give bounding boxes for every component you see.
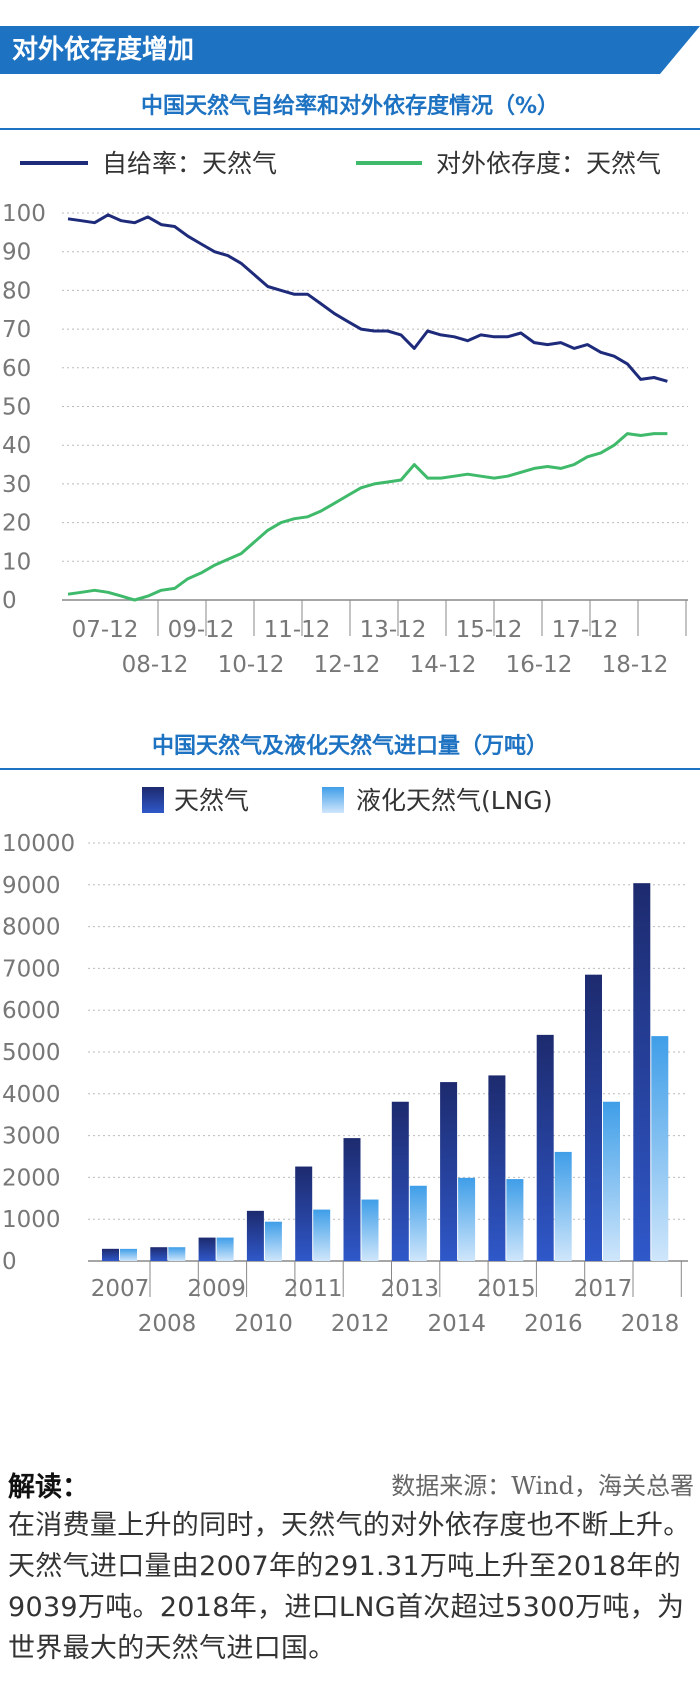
bar-gas xyxy=(488,1075,506,1261)
y-tick-label: 10 xyxy=(2,549,31,575)
x-tick-label: 16-12 xyxy=(506,652,573,678)
chart2-divider xyxy=(0,768,700,770)
x-tick-label: 14-12 xyxy=(410,652,477,678)
series-line-dependency xyxy=(67,432,668,602)
bar-lng xyxy=(120,1248,137,1261)
bar-gas xyxy=(198,1237,216,1261)
bar-gas xyxy=(536,1034,554,1261)
bar-lng xyxy=(651,1036,669,1261)
y-tick-label: 1000 xyxy=(2,1207,61,1233)
y-tick-label: 4000 xyxy=(2,1082,61,1108)
x-tick-label: 2009 xyxy=(187,1276,246,1302)
bar-lng xyxy=(264,1221,282,1261)
x-tick-label: 13-12 xyxy=(360,617,427,643)
analysis-heading: 解读： xyxy=(8,1472,89,1503)
x-tick-label: 2014 xyxy=(428,1311,487,1337)
x-tick-label: 2011 xyxy=(284,1276,343,1302)
y-tick-label: 3000 xyxy=(2,1124,61,1150)
bar-gas xyxy=(585,974,602,1261)
x-tick-label: 09-12 xyxy=(168,617,235,643)
x-tick-label: 2007 xyxy=(91,1276,150,1302)
x-tick-label: 2017 xyxy=(574,1276,633,1302)
y-tick-label: 100 xyxy=(2,201,46,227)
x-tick-label: 18-12 xyxy=(602,652,669,678)
x-tick-label: 15-12 xyxy=(456,617,523,643)
analysis-text: 在消费量上升的同时，天然气的对外依存度也不断上升。天然气进口量由2007年的29… xyxy=(8,1510,691,1664)
y-tick-label: 50 xyxy=(2,395,31,421)
bar-lng xyxy=(216,1237,234,1261)
x-tick-label: 2010 xyxy=(234,1311,293,1337)
y-tick-label: 5000 xyxy=(2,1040,61,1066)
y-tick-label: 30 xyxy=(2,472,31,498)
bar-gas xyxy=(343,1138,361,1261)
bar-gas xyxy=(246,1210,264,1261)
bar-lng xyxy=(313,1209,331,1261)
page-title: 对外依存度增加 xyxy=(12,35,195,65)
chart2-title: 中国天然气及液化天然气进口量（万吨） xyxy=(151,734,548,759)
bar-lng xyxy=(554,1151,572,1261)
bar-gas xyxy=(295,1166,313,1261)
chart1-line-chart: 自给率：天然气 对外依存度：天然气100908070605040302010007… xyxy=(2,149,688,678)
y-tick-label: 20 xyxy=(2,511,31,537)
y-tick-label: 70 xyxy=(2,317,31,343)
x-tick-label: 2012 xyxy=(331,1311,390,1337)
header-banner xyxy=(0,26,700,74)
legend-swatch-lng xyxy=(322,787,344,813)
y-tick-label: 6000 xyxy=(2,998,61,1024)
chart1-title: 中国天然气自给率和对外依存度情况（%） xyxy=(140,94,560,119)
y-tick-label: 0 xyxy=(2,1249,17,1275)
bar-gas xyxy=(440,1082,458,1261)
bar-gas xyxy=(633,883,651,1261)
legend-label-gas: 天然气 xyxy=(174,786,249,815)
x-tick-label: 07-12 xyxy=(72,617,139,643)
legend-swatch-gas xyxy=(142,787,164,813)
y-tick-label: 10000 xyxy=(2,831,75,857)
x-tick-label: 10-12 xyxy=(218,652,285,678)
y-tick-label: 2000 xyxy=(2,1165,61,1191)
legend-label-lng: 液化天然气(LNG) xyxy=(356,786,553,815)
series-line-self-sufficiency xyxy=(67,213,668,383)
y-tick-label: 8000 xyxy=(2,915,61,941)
chart2-bar-chart: 天然气 液化天然气(LNG)100009000800070006000500040… xyxy=(2,786,688,1337)
y-tick-label: 0 xyxy=(2,588,17,614)
y-tick-label: 60 xyxy=(2,356,31,382)
y-tick-label: 40 xyxy=(2,433,31,459)
y-tick-label: 7000 xyxy=(2,956,61,982)
bar-gas xyxy=(102,1248,119,1261)
x-tick-label: 08-12 xyxy=(122,652,189,678)
bar-lng xyxy=(409,1185,427,1261)
x-tick-label: 17-12 xyxy=(552,617,619,643)
chart1-divider xyxy=(0,128,700,130)
legend-label-dependency: 对外依存度：天然气 xyxy=(436,149,661,178)
y-tick-label: 80 xyxy=(2,278,31,304)
bar-lng xyxy=(458,1177,476,1261)
bar-lng xyxy=(603,1101,620,1261)
y-tick-label: 9000 xyxy=(2,873,61,899)
bar-gas xyxy=(150,1247,168,1261)
x-tick-label: 12-12 xyxy=(314,652,381,678)
bar-lng xyxy=(506,1179,524,1261)
x-tick-label: 2018 xyxy=(621,1311,680,1337)
y-tick-label: 90 xyxy=(2,240,31,266)
x-tick-label: 2015 xyxy=(477,1276,536,1302)
bar-gas xyxy=(391,1101,409,1261)
x-tick-label: 2013 xyxy=(381,1276,440,1302)
x-tick-label: 11-12 xyxy=(264,617,331,643)
data-source: 数据来源：Wind，海关总署 xyxy=(391,1472,694,1500)
legend-label-self-sufficiency: 自给率：天然气 xyxy=(102,149,277,178)
bar-lng xyxy=(168,1247,186,1261)
x-tick-label: 2008 xyxy=(138,1311,197,1337)
x-tick-label: 2016 xyxy=(524,1311,583,1337)
bar-lng xyxy=(361,1199,379,1261)
